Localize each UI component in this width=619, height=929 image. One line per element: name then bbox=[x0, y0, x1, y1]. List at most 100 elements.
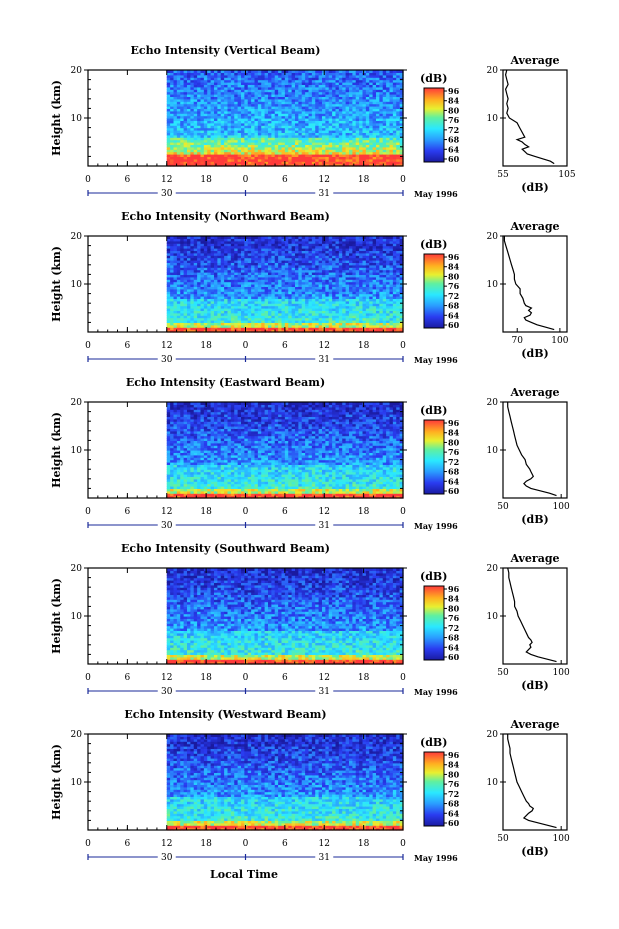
heatmap-cell bbox=[241, 130, 245, 133]
heatmap-cell bbox=[203, 146, 208, 150]
heatmap-cell bbox=[220, 110, 225, 114]
heatmap-cell bbox=[291, 74, 296, 78]
heatmap-cell bbox=[257, 154, 262, 157]
heatmap-cell bbox=[190, 96, 195, 100]
heatmap-cell bbox=[284, 122, 289, 126]
heatmap-cell bbox=[254, 94, 259, 97]
heatmap-cell bbox=[230, 74, 235, 78]
heatmap-cell bbox=[237, 163, 242, 167]
heatmap-cell bbox=[251, 108, 256, 112]
heatmap-cell bbox=[268, 89, 272, 93]
heatmap-cell bbox=[193, 108, 198, 112]
heatmap-cell bbox=[190, 77, 195, 81]
heatmap-cell bbox=[268, 72, 272, 76]
heatmap-cell bbox=[214, 86, 218, 90]
heatmap-cell bbox=[251, 86, 256, 90]
heatmap-cell bbox=[288, 120, 293, 124]
heatmap-cell bbox=[261, 113, 266, 117]
heatmap-cell bbox=[180, 84, 185, 88]
heatmap-cell bbox=[224, 74, 229, 78]
heatmap-cell bbox=[190, 86, 195, 90]
heatmap-cell bbox=[230, 132, 235, 136]
heatmap-cell bbox=[247, 154, 252, 157]
heatmap-cell bbox=[230, 84, 235, 88]
heatmap-cell bbox=[288, 86, 293, 90]
heatmap-cell bbox=[180, 120, 185, 124]
heatmap-cell bbox=[183, 132, 188, 136]
heatmap-cell bbox=[244, 115, 249, 119]
heatmap-cell bbox=[271, 122, 276, 126]
heatmap-cell bbox=[284, 158, 289, 162]
heatmap-cell bbox=[295, 163, 299, 167]
heatmap-cell bbox=[254, 163, 259, 167]
heatmap-cell bbox=[210, 137, 215, 141]
heatmap-cell bbox=[251, 84, 256, 88]
heatmap-cell bbox=[203, 156, 208, 160]
heatmap-cell bbox=[247, 144, 252, 148]
heatmap-cell bbox=[298, 144, 303, 148]
heatmap-cell bbox=[268, 132, 272, 136]
heatmap-cell bbox=[197, 132, 202, 136]
heatmap-cell bbox=[176, 91, 181, 95]
heatmap-cell bbox=[241, 103, 245, 107]
heatmap-cell bbox=[193, 127, 198, 131]
heatmap-cell bbox=[176, 106, 181, 109]
heatmap-cell bbox=[254, 86, 259, 90]
heatmap-cell bbox=[298, 151, 303, 155]
heatmap-cell bbox=[257, 86, 262, 90]
heatmap-cell bbox=[281, 149, 286, 153]
heatmap-cell bbox=[197, 118, 202, 121]
heatmap-cell bbox=[193, 134, 198, 138]
x-tick-label: 12 bbox=[319, 175, 330, 185]
heatmap-cell bbox=[210, 98, 215, 102]
heatmap-cell bbox=[291, 118, 296, 121]
heatmap-cell bbox=[271, 144, 276, 148]
heatmap-cell bbox=[274, 151, 279, 155]
heatmap-cell bbox=[264, 132, 269, 136]
heatmap-cell bbox=[241, 142, 245, 145]
heatmap-cell bbox=[257, 161, 262, 165]
heatmap-cell bbox=[183, 86, 188, 90]
heatmap-cell bbox=[190, 91, 195, 95]
heatmap-cell bbox=[197, 127, 202, 131]
heatmap-cell bbox=[257, 77, 262, 81]
x-tick-label: 6 bbox=[125, 175, 131, 185]
heatmap-cell bbox=[254, 151, 259, 155]
heatmap-cell bbox=[203, 139, 208, 143]
heatmap-cell bbox=[241, 82, 245, 85]
heatmap-cell bbox=[217, 96, 222, 100]
heatmap-cell bbox=[288, 127, 293, 131]
heatmap-cell bbox=[193, 151, 198, 155]
heatmap-cell bbox=[183, 103, 188, 107]
heatmap-cell bbox=[224, 110, 229, 114]
heatmap-cell bbox=[217, 91, 222, 95]
heatmap-cell bbox=[207, 86, 212, 90]
heatmap-cell bbox=[197, 79, 202, 83]
heatmap-cell bbox=[295, 118, 299, 121]
heatmap-cell bbox=[295, 151, 299, 155]
colorbar-tick-label: 64 bbox=[448, 144, 460, 154]
heatmap-cell bbox=[224, 154, 229, 157]
heatmap-cell bbox=[278, 86, 283, 90]
heatmap-cell bbox=[288, 84, 293, 88]
heatmap-cell bbox=[203, 113, 208, 117]
heatmap-cell bbox=[207, 154, 212, 157]
heatmap-cell bbox=[271, 72, 276, 76]
heatmap-cell bbox=[268, 142, 272, 145]
heatmap-cell bbox=[217, 72, 222, 76]
heatmap-cell bbox=[284, 94, 289, 97]
heatmap-cell bbox=[207, 89, 212, 93]
heatmap-cell bbox=[193, 106, 198, 109]
heatmap-cell bbox=[187, 158, 191, 162]
heatmap-cell bbox=[261, 130, 266, 133]
heatmap-cell bbox=[227, 146, 232, 150]
heatmap-cell bbox=[197, 94, 202, 97]
heatmap-cell bbox=[207, 132, 212, 136]
heatmap-cell bbox=[257, 74, 262, 78]
heatmap-cell bbox=[264, 113, 269, 117]
heatmap-cell bbox=[183, 101, 188, 105]
heatmap-cell bbox=[234, 86, 239, 90]
heatmap-cell bbox=[234, 77, 239, 81]
heatmap-cell bbox=[271, 96, 276, 100]
heatmap-cell bbox=[281, 139, 286, 143]
